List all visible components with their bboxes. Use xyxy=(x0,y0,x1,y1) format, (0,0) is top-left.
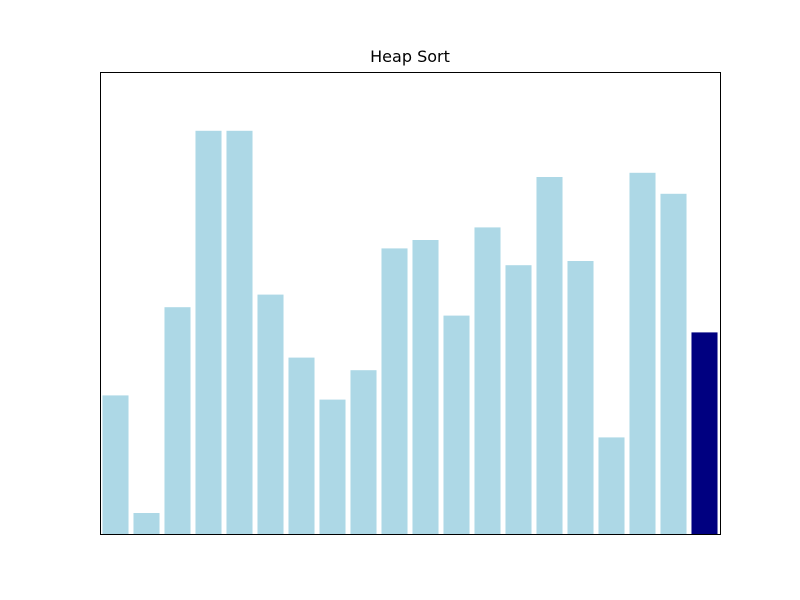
bar xyxy=(381,248,408,534)
bar xyxy=(195,130,222,535)
bar xyxy=(226,130,253,535)
bar xyxy=(288,357,315,534)
bar xyxy=(319,399,346,534)
bar xyxy=(598,437,625,534)
bar xyxy=(474,227,501,534)
bar xyxy=(257,294,284,534)
bar-group xyxy=(102,130,718,535)
bar xyxy=(350,370,377,534)
bar-highlighted xyxy=(691,332,718,534)
bar xyxy=(412,240,439,534)
chart-title: Heap Sort xyxy=(370,47,450,66)
bar xyxy=(505,265,532,534)
bar xyxy=(660,193,687,535)
bar xyxy=(133,513,160,534)
bar xyxy=(443,315,470,534)
bar xyxy=(164,307,191,534)
axes-frame xyxy=(100,72,721,535)
bar xyxy=(567,261,594,534)
bar xyxy=(536,177,563,534)
bar xyxy=(629,172,656,535)
bar xyxy=(102,395,129,534)
